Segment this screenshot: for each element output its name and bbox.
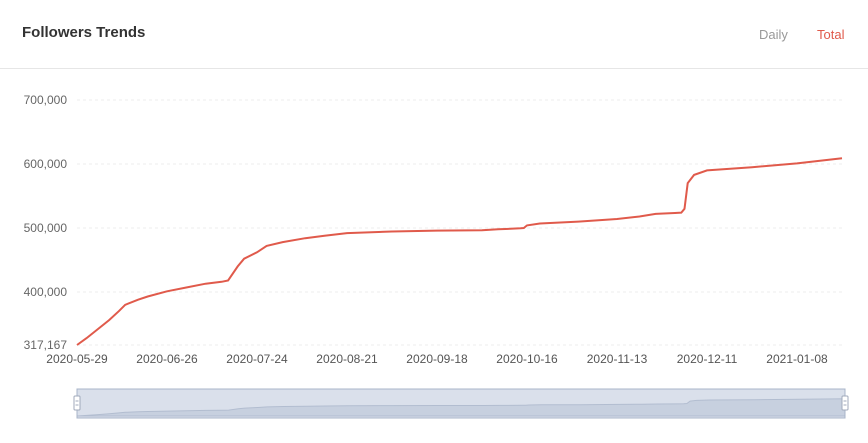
y-tick-label: 700,000 <box>24 93 68 107</box>
grid-lines <box>77 99 842 346</box>
chart-title: Followers Trends <box>22 24 146 41</box>
y-tick-label: 317,167 <box>24 338 68 352</box>
slider-handle-left[interactable] <box>73 395 81 411</box>
x-tick-label: 2020-12-11 <box>677 352 738 366</box>
slider-window[interactable] <box>76 388 846 419</box>
x-tick-label: 2020-05-29 <box>46 352 108 366</box>
followers-line-chart: 317,167 400,000 500,000 600,000 700,000 2020… <box>24 93 849 419</box>
x-tick-label: 2020-07-24 <box>226 352 288 366</box>
slider-handle-right[interactable] <box>841 395 849 411</box>
y-tick-label: 600,000 <box>24 157 68 171</box>
x-tick-label: 2020-11-13 <box>587 352 648 366</box>
y-tick-label: 400,000 <box>24 285 68 299</box>
x-tick-label: 2020-10-16 <box>496 352 558 366</box>
y-tick-label: 500,000 <box>24 221 68 235</box>
zoom-slider[interactable] <box>73 388 849 419</box>
y-axis-labels: 317,167 400,000 500,000 600,000 700,000 <box>24 93 68 352</box>
series-line-followers <box>76 157 843 346</box>
x-tick-label: 2020-06-26 <box>136 352 198 366</box>
x-tick-label: 2021-01-08 <box>766 352 828 366</box>
tab-daily[interactable]: Daily <box>759 27 788 42</box>
tab-total[interactable]: Total <box>817 27 845 42</box>
x-tick-label: 2020-09-18 <box>406 352 468 366</box>
x-axis-labels: 2020-05-29 2020-06-26 2020-07-24 2020-08-21… <box>46 352 828 366</box>
x-tick-label: 2020-08-21 <box>316 352 378 366</box>
chart-header: Followers Trends Daily Total <box>0 0 868 69</box>
slider-preview-area <box>76 398 846 417</box>
